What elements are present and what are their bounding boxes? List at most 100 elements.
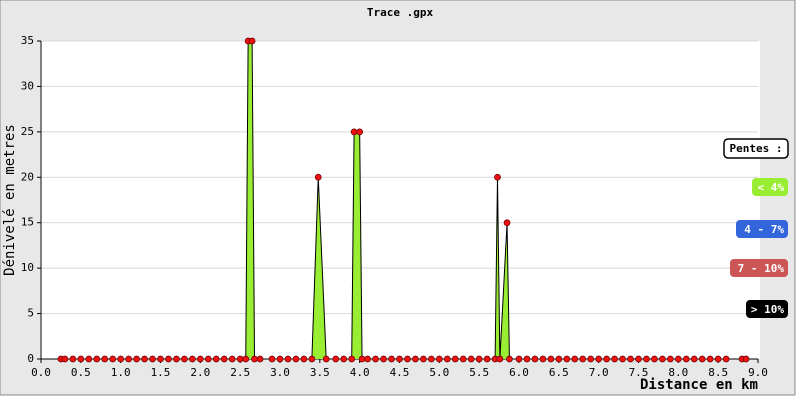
marker xyxy=(714,355,722,363)
marker xyxy=(539,355,547,363)
marker xyxy=(651,355,658,363)
x-tick-label: 2.0 xyxy=(190,366,210,379)
marker xyxy=(256,355,264,363)
marker xyxy=(248,37,256,45)
x-tick-label: 6.5 xyxy=(549,366,569,379)
marker xyxy=(141,355,148,363)
legend-title-box xyxy=(723,138,789,159)
marker xyxy=(109,355,117,363)
x-tick-label: 8.5 xyxy=(708,366,728,379)
marker xyxy=(619,355,626,363)
marker xyxy=(531,355,539,363)
legend-swatch xyxy=(752,178,788,196)
marker xyxy=(268,355,276,363)
marker xyxy=(133,355,140,363)
marker xyxy=(742,355,750,363)
marker xyxy=(420,355,427,363)
y-tick-label: 10 xyxy=(21,261,34,274)
marker xyxy=(404,355,411,363)
marker xyxy=(396,355,403,363)
marker xyxy=(523,355,531,363)
marker xyxy=(242,355,250,363)
x-tick-label: 5.0 xyxy=(429,366,449,379)
marker xyxy=(459,355,467,363)
x-tick-label: 1.0 xyxy=(111,366,131,379)
marker xyxy=(308,355,316,363)
marker xyxy=(101,355,109,363)
marker xyxy=(236,355,244,363)
marker xyxy=(85,355,93,363)
legend-label: 7 - 10% xyxy=(738,262,785,275)
marker xyxy=(503,219,511,227)
x-tick-label: 4.0 xyxy=(350,366,370,379)
marker xyxy=(228,355,236,363)
marker xyxy=(483,355,491,363)
marker xyxy=(276,355,284,363)
legend-label: < 4% xyxy=(758,181,785,194)
y-tick-label: 20 xyxy=(21,170,34,183)
marker xyxy=(428,355,435,363)
marker xyxy=(284,355,292,363)
y-tick-label: 15 xyxy=(21,216,34,229)
legend-swatch xyxy=(730,259,788,277)
x-tick-label: 0.5 xyxy=(71,366,91,379)
marker xyxy=(547,355,555,363)
marker xyxy=(627,355,634,363)
marker xyxy=(220,355,228,363)
marker xyxy=(157,355,164,363)
marker xyxy=(706,355,714,363)
marker xyxy=(611,355,618,363)
legend-title: Pentes : xyxy=(730,142,783,155)
marker xyxy=(196,355,204,363)
y-tick-label: 25 xyxy=(21,125,34,138)
y-tick-label: 0 xyxy=(27,352,34,365)
marker xyxy=(77,355,85,363)
marker xyxy=(506,355,513,363)
marker xyxy=(443,355,451,363)
marker xyxy=(165,355,172,363)
x-tick-label: 0.0 xyxy=(31,366,51,379)
marker xyxy=(204,355,212,363)
marker xyxy=(93,355,101,363)
marker xyxy=(189,355,196,363)
marker xyxy=(494,173,501,181)
x-tick-label: 2.5 xyxy=(230,366,250,379)
marker xyxy=(571,355,579,363)
marker xyxy=(467,355,475,363)
marker xyxy=(364,355,371,363)
marker xyxy=(435,355,443,363)
y-tick-label: 5 xyxy=(27,307,34,320)
chart-title: Trace .gpx xyxy=(367,6,434,19)
marker xyxy=(698,355,706,363)
marker xyxy=(595,355,603,363)
marker xyxy=(314,173,322,181)
marker xyxy=(674,355,682,363)
marker xyxy=(61,355,69,363)
marker xyxy=(181,355,188,363)
marker xyxy=(587,355,595,363)
marker xyxy=(412,355,419,363)
marker xyxy=(69,355,77,363)
marker xyxy=(358,355,366,363)
legend-swatch xyxy=(736,220,788,238)
marker xyxy=(635,355,642,363)
marker xyxy=(356,128,364,136)
x-tick-label: 6.0 xyxy=(509,366,529,379)
marker xyxy=(451,355,459,363)
marker xyxy=(643,355,650,363)
marker xyxy=(722,355,730,363)
marker xyxy=(515,355,523,363)
legend-swatch xyxy=(746,300,788,318)
x-axis-label: Distance en km xyxy=(640,377,758,393)
x-tick-label: 3.0 xyxy=(270,366,290,379)
marker xyxy=(682,355,690,363)
marker xyxy=(563,355,571,363)
marker xyxy=(332,355,340,363)
marker xyxy=(300,355,308,363)
marker xyxy=(117,355,125,363)
x-tick-label: 5.5 xyxy=(469,366,489,379)
marker xyxy=(173,355,180,363)
marker xyxy=(340,355,348,363)
marker xyxy=(292,355,300,363)
x-tick-label: 7.5 xyxy=(629,366,649,379)
